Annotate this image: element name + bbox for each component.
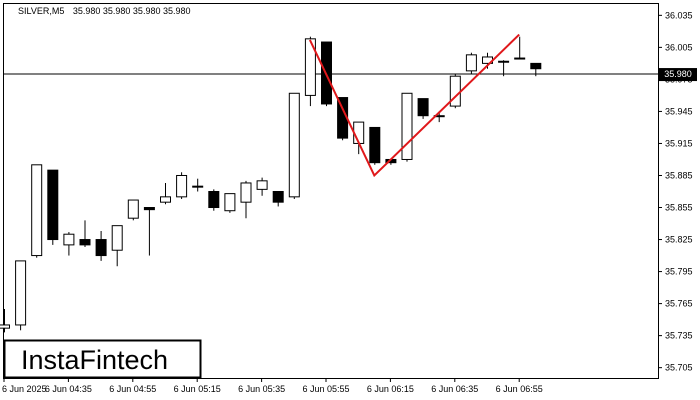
bear-candle-body xyxy=(530,62,542,70)
bear-candle-body xyxy=(417,98,429,117)
x-tick-label: 6 Jun 06:55 xyxy=(496,384,543,394)
y-tick-label: 35.825 xyxy=(665,235,693,245)
x-tick-label: 6 Jun 04:35 xyxy=(45,384,92,394)
bear-candle-body xyxy=(369,126,381,164)
candle xyxy=(304,36,316,107)
y-tick-label: 35.735 xyxy=(665,331,693,341)
bull-candle-body xyxy=(0,324,10,329)
bull-candle-body xyxy=(304,38,316,96)
logo-text: InstaFintech xyxy=(21,345,168,375)
bear-candle-body xyxy=(143,207,155,211)
y-tick-label: 36.005 xyxy=(665,42,693,52)
bear-candle-body xyxy=(47,169,59,241)
candle xyxy=(417,98,429,119)
candle xyxy=(15,260,27,331)
bull-candle-body xyxy=(176,174,188,198)
x-tick-label: 6 Jun 06:15 xyxy=(367,384,414,394)
y-tick-label: 35.915 xyxy=(665,138,693,148)
bull-candle-body xyxy=(224,193,236,212)
y-tick-label: 35.765 xyxy=(665,299,693,309)
current-price-label: 35.980 xyxy=(664,69,692,79)
candle xyxy=(192,178,204,192)
x-tick-label: 6 Jun 04:55 xyxy=(109,384,156,394)
bear-candle-body xyxy=(208,191,220,209)
candle xyxy=(63,232,75,256)
bull-candle-body xyxy=(256,180,268,190)
bear-candle-body xyxy=(95,239,107,257)
bull-candle-body xyxy=(160,196,171,203)
candle xyxy=(288,92,300,199)
candle xyxy=(401,92,413,162)
candle xyxy=(95,231,107,261)
bull-candle-body xyxy=(240,182,252,203)
bull-candle-body xyxy=(127,199,139,219)
x-tick-label: 6 Jun 06:35 xyxy=(431,384,478,394)
bull-candle-body xyxy=(288,92,300,198)
candle xyxy=(337,97,349,141)
candle xyxy=(160,182,171,205)
candle xyxy=(256,177,268,196)
plot-frame xyxy=(3,3,659,379)
candle xyxy=(369,126,381,165)
candle xyxy=(0,308,10,333)
candle xyxy=(31,164,43,258)
x-tick-label: 6 Jun 05:15 xyxy=(174,384,221,394)
candle xyxy=(47,169,59,245)
y-tick-label: 35.855 xyxy=(665,203,693,213)
candle xyxy=(272,191,284,207)
bull-candle-body xyxy=(192,185,204,188)
y-tick-label: 35.885 xyxy=(665,170,693,180)
candle xyxy=(176,172,188,199)
bull-candle-body xyxy=(401,92,413,160)
bear-candle-body xyxy=(272,191,284,203)
ohlc-values: 35.980 35.980 35.980 35.980 xyxy=(73,6,191,16)
bull-candle-body xyxy=(465,54,477,72)
candle xyxy=(143,207,155,256)
pattern-line xyxy=(308,33,520,178)
symbol-label: SILVER,M5 xyxy=(18,6,64,16)
bull-candle-body xyxy=(63,233,75,246)
candle xyxy=(224,193,236,213)
candle xyxy=(449,74,461,109)
y-tick-label: 36.035 xyxy=(665,10,693,20)
candle xyxy=(530,62,542,77)
y-tick-label: 35.795 xyxy=(665,267,693,277)
bull-candle-body xyxy=(15,260,27,326)
bull-candle-body xyxy=(498,60,510,63)
candle xyxy=(498,60,510,77)
bull-candle-body xyxy=(111,225,123,251)
bull-candle-body xyxy=(449,75,461,107)
logo: InstaFintech xyxy=(3,339,202,379)
candle xyxy=(514,36,526,60)
y-tick-label: 35.705 xyxy=(665,363,693,373)
bull-candle-body xyxy=(514,57,526,60)
candle xyxy=(111,225,123,267)
candle xyxy=(127,199,139,221)
candle xyxy=(240,180,252,219)
bull-candle-body xyxy=(31,164,43,257)
bull-candle-body xyxy=(353,121,365,144)
y-tick-label: 35.945 xyxy=(665,106,693,116)
candle xyxy=(79,220,91,248)
chart-header: SILVER,M5 35.980 35.980 35.980 35.980 xyxy=(18,6,191,16)
y-axis: 36.03536.00535.97535.94535.91535.88535.8… xyxy=(658,10,693,373)
candle xyxy=(465,52,477,75)
candle xyxy=(208,189,220,211)
x-tick-label: 6 Jun 2025 xyxy=(2,384,47,394)
x-tick-label: 6 Jun 05:35 xyxy=(238,384,285,394)
x-tick-label: 6 Jun 05:55 xyxy=(302,384,349,394)
bear-candle-body xyxy=(79,239,91,246)
price-badge: 35.980 xyxy=(659,68,697,82)
